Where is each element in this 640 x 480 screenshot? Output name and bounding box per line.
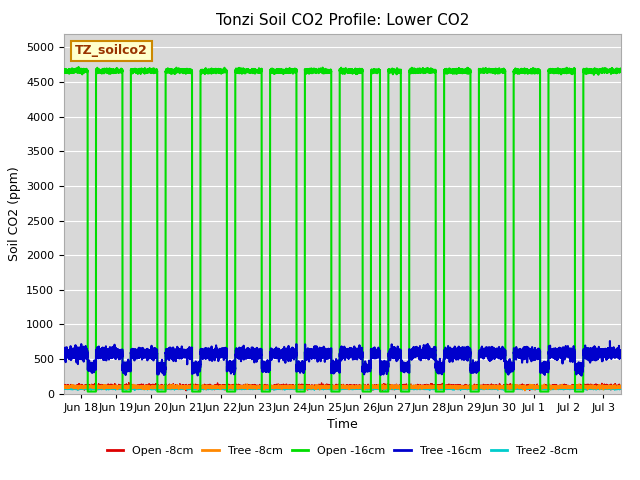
Title: Tonzi Soil CO2 Profile: Lower CO2: Tonzi Soil CO2 Profile: Lower CO2 (216, 13, 469, 28)
Y-axis label: Soil CO2 (ppm): Soil CO2 (ppm) (8, 166, 20, 261)
X-axis label: Time: Time (327, 418, 358, 431)
Legend: Open -8cm, Tree -8cm, Open -16cm, Tree -16cm, Tree2 -8cm: Open -8cm, Tree -8cm, Open -16cm, Tree -… (102, 441, 582, 460)
Text: TZ_soilco2: TZ_soilco2 (75, 44, 148, 58)
